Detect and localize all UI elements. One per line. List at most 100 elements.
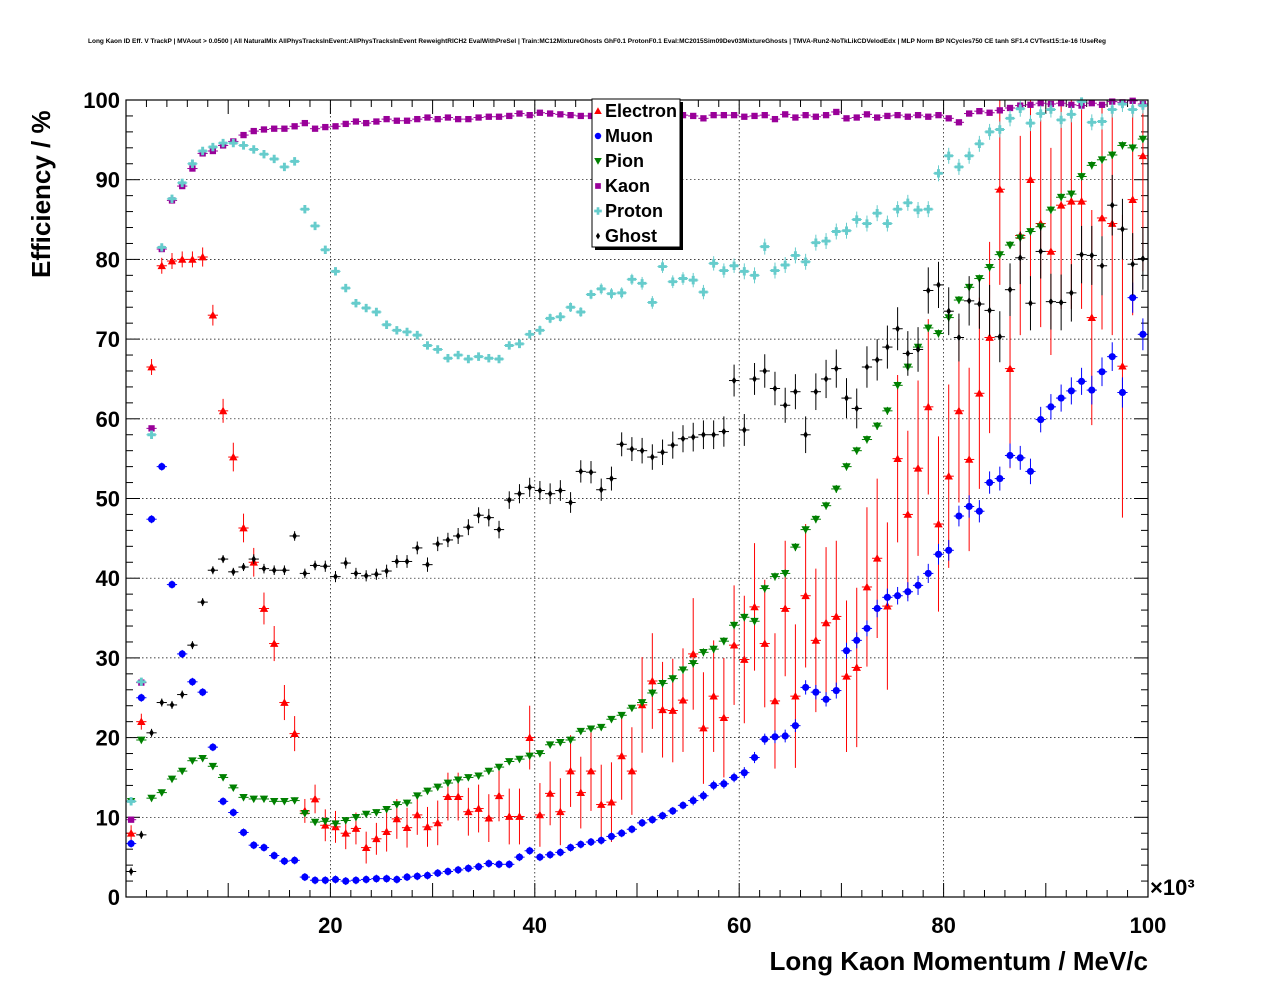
data-point-kaon — [271, 125, 278, 132]
data-point-electron — [433, 818, 442, 827]
data-point-electron — [924, 402, 933, 411]
data-point-proton — [678, 274, 688, 283]
data-point-electron — [678, 695, 688, 704]
series-ghost — [126, 174, 1148, 876]
data-point-pion — [188, 757, 197, 765]
data-point-kaon — [260, 126, 268, 133]
data-point-pion — [678, 666, 688, 675]
data-point-ghost — [731, 376, 737, 385]
data-point-pion — [566, 736, 575, 745]
data-point-muon — [362, 875, 370, 884]
data-point-electron — [811, 636, 821, 644]
data-point-ghost — [343, 559, 349, 567]
data-point-proton — [964, 151, 974, 160]
data-point-muon — [904, 588, 912, 596]
data-point-ghost — [752, 375, 757, 383]
data-point-muon — [607, 832, 616, 840]
data-point-muon — [250, 841, 258, 849]
data-point-kaon — [1057, 100, 1065, 107]
data-point-muon — [1016, 454, 1024, 462]
data-point-muon — [137, 694, 145, 702]
data-point-pion — [821, 502, 831, 510]
data-point-electron — [443, 792, 453, 800]
data-point-kaon — [822, 111, 830, 119]
data-point-muon — [740, 769, 748, 777]
data-point-muon — [1047, 403, 1055, 411]
data-point-kaon — [751, 112, 758, 120]
series-pion — [126, 135, 1148, 828]
data-point-muon — [311, 876, 319, 884]
data-point-electron — [597, 800, 606, 808]
data-point-kaon — [148, 425, 155, 432]
data-point-muon — [567, 844, 575, 852]
data-point-kaon — [291, 123, 298, 130]
data-point-proton — [627, 275, 637, 284]
data-point-ghost — [650, 453, 655, 461]
legend-label-pion: Pion — [605, 151, 644, 171]
data-point-ghost — [292, 532, 297, 540]
data-point-electron — [964, 455, 974, 463]
data-point-pion — [443, 779, 453, 788]
data-point-muon — [812, 688, 820, 696]
data-point-ghost — [1120, 225, 1125, 233]
data-point-pion — [157, 789, 166, 797]
data-point-pion — [1026, 228, 1035, 236]
data-point-ghost — [1079, 250, 1084, 259]
y-tick-label: 90 — [96, 168, 120, 193]
data-point-electron — [893, 454, 902, 463]
data-point-muon — [618, 829, 626, 837]
data-point-ghost — [251, 555, 257, 563]
data-point-muon — [771, 733, 779, 741]
data-point-kaon — [383, 115, 390, 123]
data-point-pion — [760, 585, 769, 593]
data-point-electron — [1118, 361, 1127, 370]
y-tick-label: 80 — [96, 247, 120, 272]
data-point-proton — [433, 345, 442, 354]
data-point-muon — [526, 847, 534, 855]
data-point-ghost — [895, 324, 900, 333]
data-point-pion — [525, 752, 534, 761]
data-point-muon — [628, 825, 636, 833]
data-point-kaon — [1129, 97, 1136, 104]
data-point-proton — [852, 215, 861, 224]
data-point-electron — [658, 705, 667, 714]
data-point-electron — [770, 696, 780, 705]
data-point-kaon — [342, 120, 349, 128]
data-point-electron — [218, 406, 228, 415]
data-point-ghost — [905, 349, 911, 358]
data-point-proton — [893, 204, 902, 214]
data-point-proton — [259, 149, 269, 159]
data-point-pion — [872, 422, 882, 431]
data-point-pion — [1046, 206, 1056, 215]
data-point-ghost — [823, 375, 829, 383]
data-point-proton — [924, 204, 933, 214]
data-point-muon — [1067, 387, 1075, 395]
data-point-proton — [167, 194, 177, 204]
data-point-electron — [392, 814, 402, 823]
data-point-ghost — [782, 401, 788, 410]
data-point-muon — [934, 550, 943, 558]
data-point-pion — [1005, 241, 1015, 250]
data-point-pion — [617, 711, 626, 720]
data-point-pion — [341, 817, 350, 825]
series-muon — [126, 282, 1148, 886]
data-point-electron — [709, 691, 718, 700]
data-point-muon — [791, 722, 799, 730]
data-point-muon — [505, 860, 513, 868]
data-point-electron — [995, 185, 1005, 193]
data-point-kaon — [352, 118, 360, 125]
data-point-pion — [740, 613, 749, 622]
data-point-ghost — [660, 448, 665, 457]
legend-marker-pion — [594, 157, 602, 165]
x-axis-label: Long Kaon Momentum / MeV/c — [770, 946, 1148, 976]
data-point-pion — [1097, 156, 1107, 164]
data-point-proton — [597, 284, 606, 294]
data-point-proton — [617, 288, 626, 298]
data-point-proton — [157, 243, 166, 252]
data-point-kaon — [526, 111, 533, 119]
data-point-electron — [689, 649, 698, 658]
data-point-proton — [770, 266, 780, 275]
data-point-muon — [556, 848, 564, 856]
data-point-proton — [832, 227, 841, 236]
data-point-ghost — [179, 690, 185, 699]
